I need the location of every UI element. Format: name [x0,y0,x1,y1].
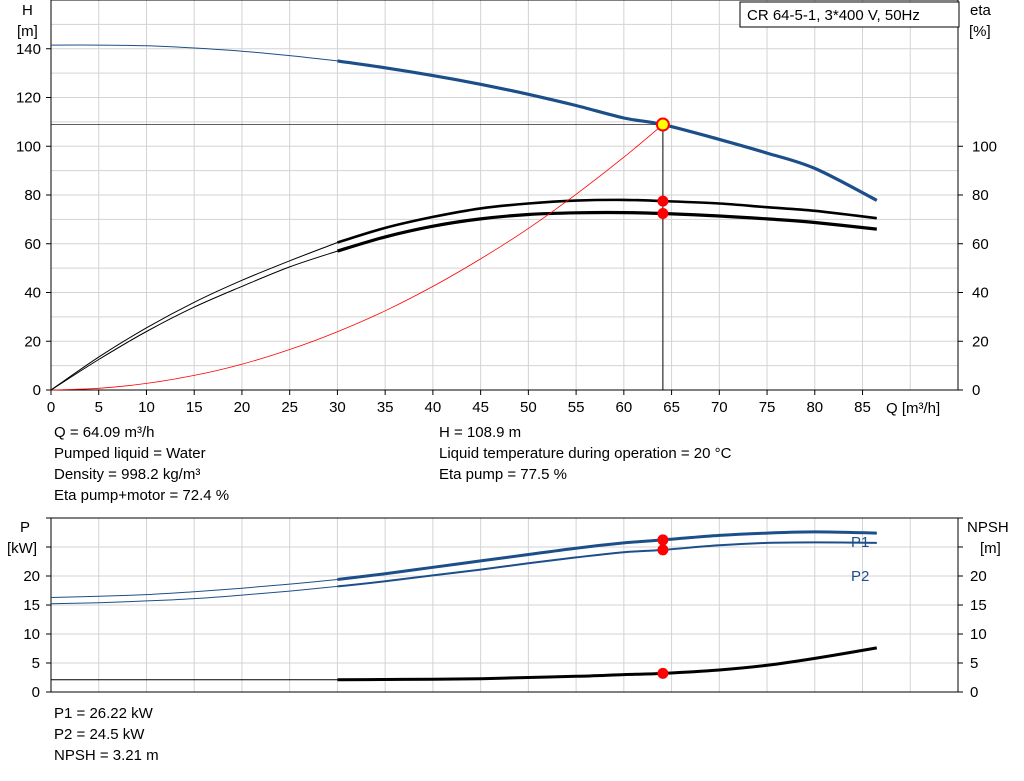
y-tick-label-left: 80 [24,187,41,204]
top-ylabel-right-symbol: eta [970,2,992,19]
y-tick-label-left: 100 [16,138,41,155]
bottom-y-tick-label-right: 5 [970,655,978,672]
top-markers [655,117,670,220]
H-curve-thick [337,59,878,202]
info-eta-pump-motor: Eta pump+motor = 72.4 % [54,487,230,504]
info-density: Density = 998.2 kg/m³ [54,466,201,483]
bottom-curves [50,530,878,682]
bottom-ylabel-right-unit: [m] [980,540,1001,557]
x-tick-label: 60 [615,399,632,416]
x-tick-label: 70 [711,399,728,416]
info-npsh: NPSH = 3.21 m [54,747,159,764]
x-tick-label: 5 [95,399,103,416]
x-tick-label: 15 [186,399,203,416]
title-box [739,1,960,28]
info-flow: Q = 64.09 m³/h [54,424,155,441]
bottom-y-tick-label-left: 20 [23,568,40,585]
bottom-y-tick-label-left: 0 [32,684,40,701]
y-tick-label-right: 60 [972,236,989,253]
bottom-ylabel-left-unit: [kW] [7,540,37,557]
x-tick-label: 0 [47,399,55,416]
bottom-y-tick-label-left: 5 [32,655,40,672]
npsh-curve-thick [337,646,878,682]
bottom-y-tick-label-right: 15 [970,597,987,614]
y-tick-label-left: 0 [33,382,41,399]
bottom-ticks: 0 5 10 15 20 0 5 10 15 20 [23,517,987,701]
p2-curve-thin [50,585,338,605]
bottom-y-tick-label-right: 0 [970,684,978,701]
chart-title: CR 64-5-1, 3*400 V, 50Hz [747,7,920,24]
y-tick-label-right: 20 [972,333,989,350]
x-tick-label: 20 [234,399,251,416]
x-tick-label: 40 [425,399,442,416]
top-ylabel-left-symbol: H [22,2,33,19]
top-ticks: 0 5 10 15 20 25 30 35 40 45 50 55 60 65 70 75 80 85 0 20 40 6… [16,41,997,416]
info-p2: P2 = 24.5 kW [54,726,145,743]
x-tick-label: 50 [520,399,537,416]
x-tick-label: 55 [568,399,585,416]
p1-curve-thick [337,530,877,581]
y-tick-label-left: 140 [16,41,41,58]
info-top-right: H = 108.9 m Liquid temperature during op… [439,422,731,485]
bottom-ylabel-right-symbol: NPSH [967,519,1009,536]
p2-marker [657,544,669,556]
x-tick-label: 80 [806,399,823,416]
x-tick-label: 30 [329,399,346,416]
y-tick-label-left: 20 [24,333,41,350]
x-tick-label: 65 [663,399,680,416]
p1-series-label: P1 [851,534,869,551]
bottom-y-tick-label-left: 10 [23,626,40,643]
bottom-ylabel-left-symbol: P [20,519,30,536]
x-tick-label: 75 [759,399,776,416]
top-ylabel-right-unit: [%] [969,23,991,40]
info-p1: P1 = 26.22 kW [54,705,153,722]
x-tick-label: 10 [138,399,155,416]
eta-pump-motor-marker [657,208,669,220]
bottom-y-tick-label-right: 10 [970,626,987,643]
top-curves [50,44,878,391]
p2-curve-thick [337,541,877,588]
y-tick-label-left: 120 [16,90,41,107]
y-tick-label-right: 40 [972,285,989,302]
info-eta-pump: Eta pump = 77.5 % [439,466,567,483]
bottom-markers [657,534,669,679]
info-liquid-temperature: Liquid temperature during operation = 20… [439,445,732,462]
bottom-y-tick-label-left: 15 [23,597,40,614]
y-tick-label-left: 40 [24,285,41,302]
y-tick-label-right: 80 [972,187,989,204]
y-tick-label-right: 100 [972,138,997,155]
x-tick-label: 85 [854,399,871,416]
H-curve-thin [50,44,338,62]
npsh-marker [657,667,669,679]
eta_pump_motor-curve-thin [50,250,338,391]
y-tick-label-right: 0 [972,382,980,399]
info-top-left: Q = 64.09 m³/h Pumped liquid = Water Den… [54,422,229,506]
power-npsh-chart: 0 5 10 15 20 0 5 10 15 20 P [kW] NPSH [m] P1 P2 [7,517,1009,701]
p2-series-label: P2 [851,568,869,585]
bottom-grid [50,517,959,692]
eta_pump-curve-thick [337,198,877,244]
info-head: H = 108.9 m [439,424,522,441]
system-curve-line [50,124,664,391]
info-bottom: P1 = 26.22 kW P2 = 24.5 kW NPSH = 3.21 m [54,703,159,766]
top-grid [50,0,959,390]
x-tick-label: 25 [281,399,298,416]
eta-pump-marker [657,195,669,207]
top-ylabel-left-unit: [m] [17,23,38,40]
info-pumped-liquid: Pumped liquid = Water [54,445,206,462]
bottom-y-tick-label-right: 20 [970,568,987,585]
top-xlabel: Q [m³/h] [886,400,940,417]
duty-point-marker [655,117,670,132]
eta_pump-curve-thin [50,242,338,391]
x-tick-label: 45 [472,399,489,416]
p1-curve-thin [50,579,338,598]
head-efficiency-chart: 0 5 10 15 20 25 30 35 40 45 50 55 60 65 70 75 80 85 0 20 40 6… [16,0,997,417]
y-tick-label-left: 60 [24,236,41,253]
p1-marker [657,534,669,546]
eta_pump_motor-curve-thick [336,210,877,253]
x-tick-label: 35 [377,399,394,416]
